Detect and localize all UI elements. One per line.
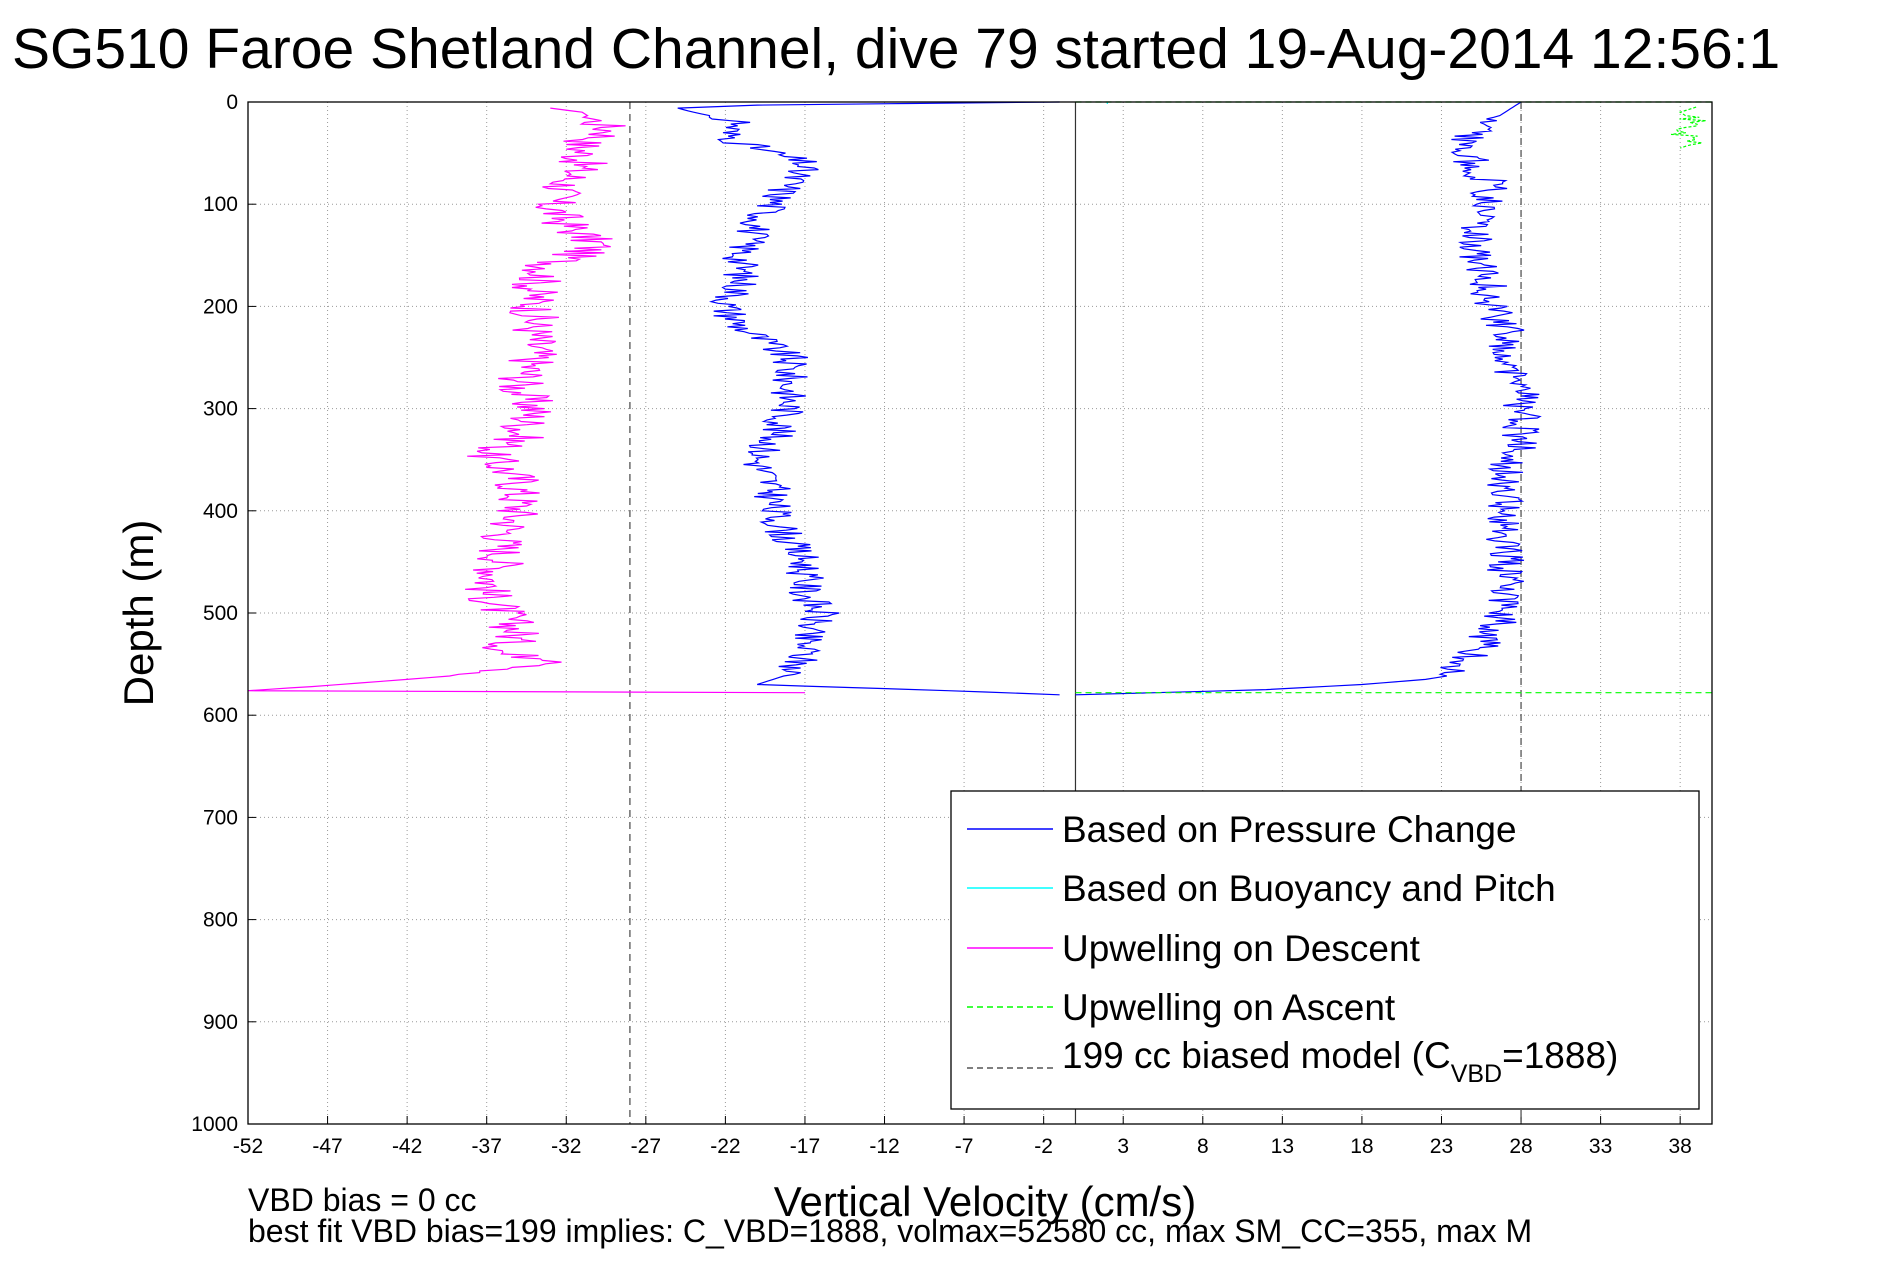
y-tick-labels: 0 100 200 300 400 500 600 700 800 900 1000	[191, 91, 238, 1136]
x-tick-label: -22	[710, 1135, 740, 1158]
x-tick-label: -7	[955, 1135, 974, 1158]
x-tick-label: -47	[312, 1135, 342, 1158]
y-tick-label: 200	[203, 295, 238, 318]
x-tick-label: -27	[631, 1135, 661, 1158]
legend-label-buoyancy: Based on Buoyancy and Pitch	[1062, 868, 1556, 909]
legend-label-model: 199 cc biased model (CVBD=1888)	[1062, 1035, 1618, 1088]
y-tick-label: 600	[203, 704, 238, 727]
x-tick-label: -17	[790, 1135, 820, 1158]
legend-label-model-end: =1888)	[1502, 1035, 1618, 1076]
x-tick-label: -12	[869, 1135, 899, 1158]
x-tick-label: 13	[1271, 1135, 1294, 1158]
y-tick-label: 700	[203, 806, 238, 829]
y-tick-label: 400	[203, 500, 238, 523]
x-tick-label: 28	[1509, 1135, 1532, 1158]
x-tick-label: 38	[1668, 1135, 1691, 1158]
y-tick-label: 100	[203, 193, 238, 216]
plot-frame	[247, 101, 1713, 1125]
x-tick-label: -52	[233, 1135, 263, 1158]
upwelling-ascent-near-surface-line	[1670, 106, 1707, 149]
y-tick-label: 800	[203, 909, 238, 932]
legend-label-model-sub: VBD	[1451, 1060, 1502, 1088]
pressure-ascent-line	[1075, 101, 1542, 696]
y-tick-label: 500	[203, 602, 238, 625]
legend-label-model-main: 199 cc biased model (C	[1062, 1035, 1451, 1076]
x-tick-labels: -52 -47 -42 -37 -32 -27 -22 -17 -12 -7 -2 3 8 13 18 23 2…	[233, 1135, 1692, 1158]
legend-label-descent: Upwelling on Descent	[1062, 928, 1421, 969]
x-tick-label: -2	[1034, 1135, 1053, 1158]
y-tick-label: 0	[226, 91, 238, 114]
x-tick-label: 33	[1589, 1135, 1612, 1158]
vbd-bias-note: VBD bias = 0 cc	[248, 1182, 477, 1218]
plot-lines	[247, 101, 1712, 696]
best-fit-note: best fit VBD bias=199 implies: C_VBD=188…	[248, 1213, 1532, 1249]
y-tick-label: 1000	[191, 1113, 238, 1136]
upwelling-descent-line	[247, 107, 806, 694]
x-tick-label: -42	[392, 1135, 422, 1158]
x-axis-label: Vertical Velocity (cm/s)	[774, 1178, 1196, 1225]
y-tick-label: 900	[203, 1011, 238, 1034]
legend-box	[950, 790, 1700, 1110]
y-axis-label: Depth (m)	[115, 520, 162, 707]
x-tick-label: 3	[1117, 1135, 1129, 1158]
pressure-descent-line	[677, 101, 1060, 696]
x-tick-label: -32	[551, 1135, 581, 1158]
x-tick-label: 18	[1350, 1135, 1373, 1158]
chart-title: SG510 Faroe Shetland Channel, dive 79 st…	[12, 17, 1780, 81]
x-tick-label: 8	[1197, 1135, 1209, 1158]
legend-label-ascent: Upwelling on Ascent	[1062, 987, 1396, 1028]
legend: Based on Pressure Change Based on Buoyan…	[950, 790, 1700, 1110]
x-tick-label: -37	[472, 1135, 502, 1158]
x-tick-label: 23	[1430, 1135, 1453, 1158]
legend-label-pressure: Based on Pressure Change	[1062, 809, 1517, 850]
y-tick-label: 300	[203, 398, 238, 421]
